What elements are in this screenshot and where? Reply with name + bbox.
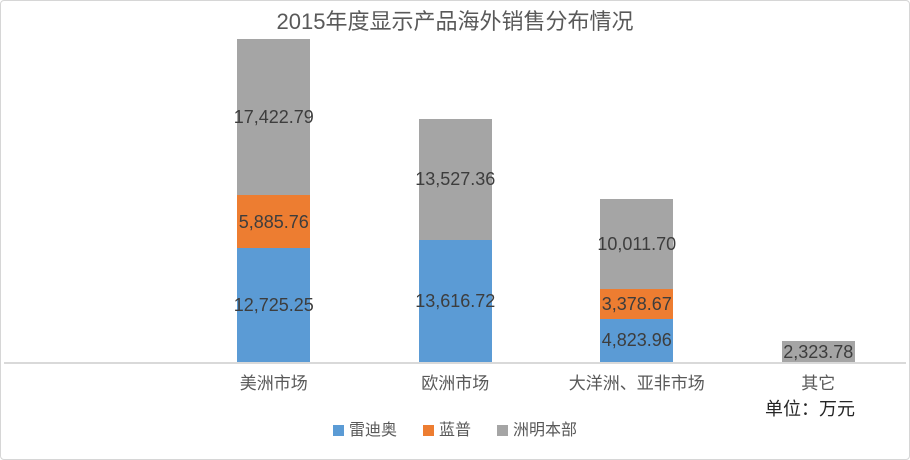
bar-3-segment-1: 4,823.96 bbox=[600, 318, 674, 362]
bar-1-segment-2: 5,885.76 bbox=[237, 195, 311, 248]
chart-title: 2015年度显示产品海外销售分布情况 bbox=[276, 9, 634, 34]
bar-value-label: 12,725.25 bbox=[233, 294, 314, 315]
bar-value-label: 3,378.67 bbox=[601, 293, 672, 314]
legend-swatch-icon bbox=[332, 424, 344, 436]
x-axis-labels: 美洲市场 欧洲市场 大洋洲、亚非市场 其它 bbox=[183, 374, 909, 394]
unit-label: 单位：万元 bbox=[765, 399, 855, 419]
x-axis-line bbox=[4, 362, 906, 364]
bar-value-label: 2,323.78 bbox=[783, 341, 854, 362]
legend-swatch-icon bbox=[497, 424, 508, 436]
bar-value-label: 4,823.96 bbox=[601, 330, 672, 351]
legend-swatch-icon bbox=[422, 424, 434, 436]
x-axis-label-2: 欧洲市场 bbox=[421, 374, 490, 393]
bar-3: 4,823.96 3,378.67 10,011.70 bbox=[597, 198, 677, 362]
bar-3-segment-2: 3,378.67 bbox=[600, 288, 674, 319]
bar-slot-3: 4,823.96 3,378.67 10,011.70 bbox=[546, 1, 728, 362]
bar-3-segment-3: 10,011.70 bbox=[597, 198, 677, 289]
bar-2: 13,616.72 13,527.36 bbox=[415, 118, 495, 362]
bar-value-label: 5,885.76 bbox=[238, 211, 309, 232]
bar-slot-4: 2,323.78 bbox=[728, 1, 910, 362]
bar-value-label: 13,616.72 bbox=[415, 290, 496, 311]
bar-value-label: 17,422.79 bbox=[233, 107, 314, 128]
x-axis-label-1: 美洲市场 bbox=[239, 374, 308, 393]
bar-value-label: 13,527.36 bbox=[415, 169, 496, 190]
bar-value-label: 10,011.70 bbox=[597, 233, 677, 254]
bar-2-segment-3: 13,527.36 bbox=[415, 118, 495, 240]
legend-item-1: 雷迪奥 bbox=[332, 421, 397, 439]
bar-slot-2: 13,616.72 13,527.36 bbox=[365, 1, 547, 362]
legend-item-label: 蓝普 bbox=[438, 421, 471, 439]
legend-item-2: 蓝普 bbox=[422, 421, 471, 439]
legend-item-label: 雷迪奥 bbox=[348, 421, 397, 439]
bar-slot-1: 12,725.25 5,885.76 17,422.79 bbox=[183, 1, 365, 362]
bar-2-segment-1: 13,616.72 bbox=[415, 239, 495, 362]
bar-4: 2,323.78 bbox=[781, 341, 855, 362]
legend-item-3: 洲明本部 bbox=[497, 422, 577, 439]
legend: 雷迪奥 蓝普 洲明本部 bbox=[1, 421, 909, 439]
bar-4-segment-3: 2,323.78 bbox=[781, 341, 855, 362]
bar-1: 12,725.25 5,885.76 17,422.79 bbox=[234, 38, 314, 362]
bar-1-segment-1: 12,725.25 bbox=[234, 247, 314, 362]
x-axis-label-3: 大洋洲、亚非市场 bbox=[568, 374, 705, 393]
x-axis-label-4: 其它 bbox=[801, 374, 836, 393]
bar-1-segment-3: 17,422.79 bbox=[234, 38, 314, 196]
legend-item-label: 洲明本部 bbox=[513, 421, 578, 439]
plot-area: 12,725.25 5,885.76 17,422.79 13,616.72 13,52… bbox=[183, 1, 909, 362]
